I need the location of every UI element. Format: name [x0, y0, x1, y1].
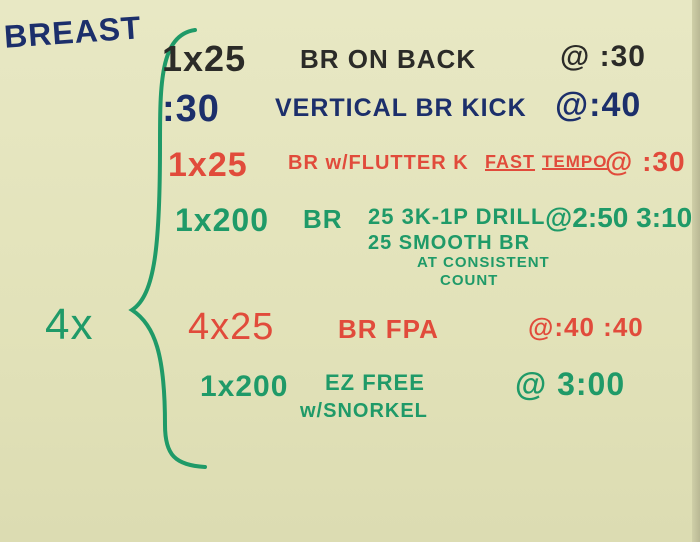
line4-part2b: AT CONSISTENT — [417, 254, 550, 271]
line5-desc: BR FPA — [338, 314, 439, 344]
line3-fast: FAST — [485, 152, 536, 172]
line6-set: 1x200 — [200, 370, 289, 403]
line5-set: 4x25 — [188, 306, 275, 348]
line4-part2c: COUNT — [440, 272, 499, 289]
line6-desc: EZ FREE — [325, 370, 425, 395]
line4-set: 1x200 — [175, 202, 269, 238]
bracket — [128, 28, 207, 469]
line3-tempo: TEMPO — [542, 152, 608, 171]
line3-desc: BR w/FLUTTER K — [288, 152, 469, 174]
line4-part1: 25 3K-1P DRILL — [368, 204, 546, 229]
line1-set: 1x25 — [162, 38, 247, 79]
line1-interval: @ :30 — [560, 40, 646, 73]
line2-desc: VERTICAL BR KICK — [275, 94, 527, 122]
line6-interval: @ 3:00 — [515, 366, 626, 402]
line1-desc: BR ON BACK — [300, 44, 477, 74]
line4-part2: 25 SMOOTH BR — [368, 232, 531, 254]
repeat-count: 4x — [45, 300, 94, 349]
line4-desc: BR — [303, 204, 343, 234]
line6-note: w/SNORKEL — [300, 400, 428, 422]
line2-interval: @:40 — [555, 86, 642, 124]
board-frame — [692, 0, 700, 542]
line4-interval: @2:50 3:10 — [545, 202, 693, 233]
line3-set: 1x25 — [168, 146, 248, 184]
line2-set: :30 — [162, 88, 220, 130]
line5-interval: @:40 :40 — [528, 312, 644, 342]
line3-interval: @ :30 — [605, 146, 686, 177]
